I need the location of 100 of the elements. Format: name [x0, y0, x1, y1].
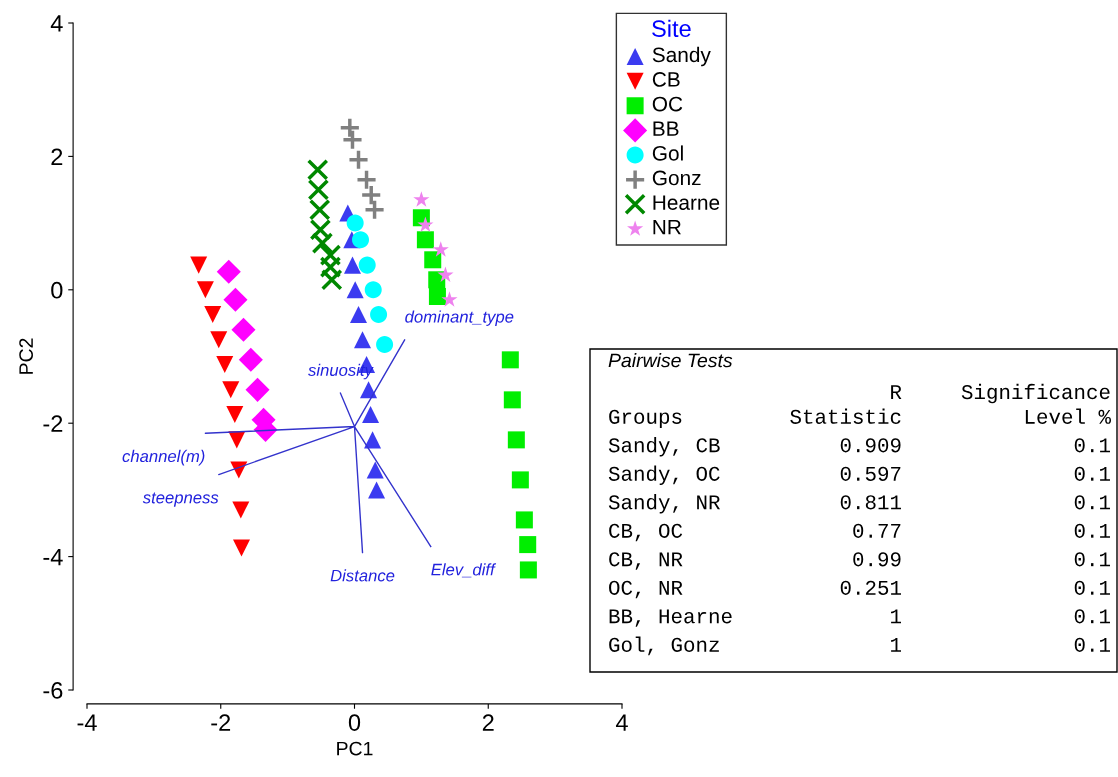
- legend-label: Hearne: [653, 195, 720, 210]
- annotation: CB, OC: [609, 523, 683, 542]
- point: [358, 256, 376, 274]
- annotation: Sandy, OC: [608, 465, 720, 485]
- point: [306, 158, 329, 181]
- x-tick-label: 0: [348, 714, 361, 731]
- text: 0.1: [1074, 609, 1110, 624]
- text: 0.1: [1074, 552, 1110, 567]
- x-tick-label: 4: [615, 714, 628, 731]
- point: [210, 331, 228, 349]
- point: [362, 406, 380, 424]
- annotation: Elev_diff: [431, 563, 497, 578]
- text: Significance Level %: [961, 383, 1111, 424]
- x-axis-title: PC1: [337, 741, 373, 756]
- point: [368, 481, 386, 499]
- annotation: Gol, Gonz: [609, 636, 719, 656]
- text: 0.1: [1074, 523, 1110, 538]
- point: [232, 501, 250, 519]
- point: [231, 317, 256, 342]
- point: [319, 244, 342, 266]
- legend-label: Sandy: [652, 46, 711, 67]
- point: [238, 347, 263, 372]
- point: [441, 291, 458, 307]
- point: [226, 406, 244, 424]
- annotation: Sandy, NR: [608, 494, 720, 514]
- text: 1: [891, 637, 901, 652]
- y-tick-label: -2: [43, 415, 63, 432]
- point: [511, 471, 529, 489]
- point: [366, 461, 384, 479]
- point: [320, 269, 343, 291]
- point: [311, 232, 334, 254]
- annotation: steepness: [142, 492, 219, 507]
- y-tick-label: 0: [51, 281, 63, 299]
- legend-label: Gol: [652, 145, 683, 161]
- annotation: Pairwise Tests: [608, 353, 733, 368]
- text: 0.99: [853, 552, 901, 567]
- point: [232, 539, 250, 557]
- text: 0.909: [840, 438, 901, 453]
- point: [341, 128, 364, 151]
- text: 0.1: [1074, 466, 1110, 481]
- x-tick-label: -2: [211, 714, 231, 731]
- text: 0.1: [1074, 495, 1110, 510]
- point: [364, 431, 382, 449]
- point: [363, 198, 386, 221]
- point: [245, 377, 270, 402]
- text: 0.251: [840, 580, 901, 595]
- point: [346, 214, 364, 232]
- legend-label: Gonz: [652, 170, 701, 186]
- annotation: Sandy, CB: [608, 437, 720, 457]
- annotation: Groups: [609, 409, 682, 428]
- point: [347, 148, 370, 171]
- point: [352, 231, 370, 249]
- point: [216, 356, 234, 374]
- legend-title: Site: [652, 19, 691, 37]
- point: [428, 287, 446, 305]
- point: [339, 116, 361, 139]
- point: [216, 259, 241, 284]
- point: [515, 511, 533, 529]
- point: [507, 431, 525, 449]
- x-tick-label: -4: [77, 714, 97, 731]
- y-tick-label: 2: [51, 148, 63, 165]
- y-tick-label: -6: [43, 682, 63, 699]
- legend-label: BB: [653, 121, 679, 136]
- point: [204, 305, 222, 323]
- point: [416, 231, 434, 249]
- point: [307, 178, 330, 201]
- annotation: dominant_type: [405, 310, 514, 326]
- point: [196, 281, 214, 299]
- point: [370, 305, 388, 323]
- legend-label: OC: [652, 96, 683, 112]
- point: [360, 184, 383, 206]
- point: [413, 191, 430, 207]
- point: [319, 256, 342, 278]
- text: R Statistic: [790, 385, 902, 424]
- x-tick-label: 2: [482, 714, 494, 731]
- text: 0.811: [840, 495, 901, 510]
- annotation: BB, Hearne: [609, 609, 732, 627]
- text: 0.597: [840, 466, 901, 481]
- text: 0.1: [1074, 580, 1110, 595]
- point: [309, 218, 332, 241]
- point: [501, 351, 519, 369]
- text: 0.1: [1074, 637, 1110, 652]
- text: 0.77: [853, 523, 901, 538]
- legend-label: NR: [653, 220, 681, 235]
- point: [350, 305, 368, 323]
- point: [354, 331, 372, 349]
- point: [222, 381, 240, 399]
- point: [437, 266, 454, 283]
- point: [346, 281, 364, 299]
- annotation: OC, NR: [609, 580, 683, 599]
- point: [519, 561, 537, 579]
- point: [417, 216, 434, 232]
- legend-label: CB: [652, 72, 680, 87]
- annotation: channel(m): [122, 449, 205, 466]
- text: 0.1: [1074, 438, 1110, 453]
- y-tick-label: 4: [50, 15, 63, 32]
- y-axis-title: PC2: [19, 338, 33, 374]
- point: [432, 241, 449, 257]
- point: [360, 381, 378, 399]
- point: [308, 198, 331, 221]
